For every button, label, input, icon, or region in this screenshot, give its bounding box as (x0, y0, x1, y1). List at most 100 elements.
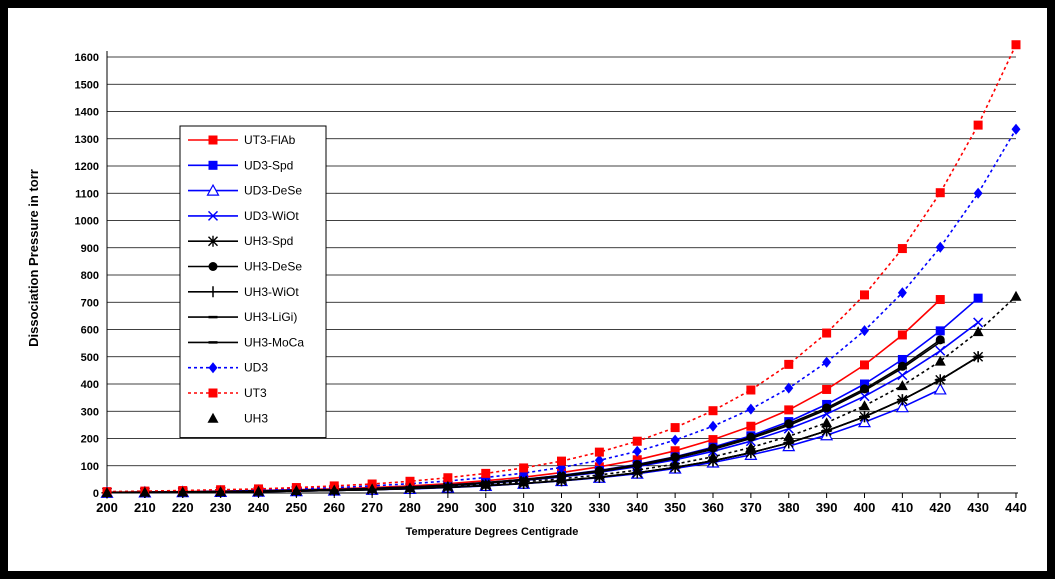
data-point (290, 485, 302, 496)
data-point (1011, 123, 1021, 135)
y-tick-label: 1300 (75, 134, 99, 146)
x-tick-label: 320 (551, 500, 573, 515)
x-tick-label: 230 (210, 500, 232, 515)
legend-label: UD3-DeSe (244, 184, 302, 198)
data-point (934, 355, 946, 366)
data-point (405, 476, 415, 486)
data-point (101, 486, 113, 497)
data-point (933, 382, 947, 395)
data-point (821, 417, 833, 428)
data-point (404, 482, 416, 493)
x-tick-label: 310 (513, 500, 535, 515)
x-tick-label: 420 (929, 500, 951, 515)
data-point (746, 403, 756, 415)
legend: UT3-FlAb UD3-Spd UD3-DeSe UD3-WiOt UH3-Spd UH… (179, 125, 327, 439)
x-tick-label: 220 (172, 500, 194, 515)
x-tick-label: 400 (854, 500, 876, 515)
legend-entry: UD3-WiOt (188, 209, 299, 223)
data-point (784, 359, 794, 369)
data-point (973, 120, 983, 130)
data-point (935, 326, 945, 336)
legend-marker (208, 388, 218, 398)
data-point (670, 434, 680, 446)
legend-label: UH3-MoCa (244, 335, 304, 349)
data-point (707, 451, 719, 462)
data-point (1010, 290, 1022, 301)
data-point (972, 326, 984, 337)
data-point (594, 447, 604, 457)
x-tick-label: 340 (626, 500, 648, 515)
data-point (860, 325, 869, 337)
data-point (746, 421, 756, 431)
legend-label: UT3-FlAb (244, 133, 296, 147)
data-point (366, 483, 378, 494)
data-point (519, 463, 529, 473)
data-point (897, 330, 907, 340)
data-point (481, 468, 491, 478)
y-tick-label: 400 (81, 379, 99, 391)
data-point (328, 484, 340, 495)
x-tick-label: 350 (664, 500, 686, 515)
legend-marker (207, 210, 219, 221)
y-tick-label: 600 (81, 325, 99, 337)
y-axis-label: Dissociation Pressure in torr (26, 169, 41, 347)
data-point (897, 244, 907, 254)
data-point (594, 454, 604, 466)
data-point (897, 354, 907, 364)
data-point (631, 464, 643, 475)
data-point (822, 384, 832, 394)
x-tick-label: 300 (475, 500, 497, 515)
x-tick-label: 440 (1005, 500, 1027, 515)
plot-area (100, 40, 1022, 499)
data-point (860, 379, 869, 389)
y-tick-label: 1200 (75, 161, 99, 173)
x-tick-label: 430 (967, 500, 989, 515)
y-tick-label: 700 (81, 297, 99, 309)
x-tick-label: 270 (361, 500, 383, 515)
legend-label: UD3-WiOt (244, 209, 299, 223)
x-tick-label: 330 (589, 500, 611, 515)
data-point (139, 486, 151, 497)
legend-marker (208, 235, 218, 247)
y-tick-label: 1600 (75, 52, 99, 64)
data-point (253, 485, 264, 496)
legend-label: UH3-WiOt (244, 285, 299, 299)
data-point (557, 456, 566, 466)
data-point (859, 400, 870, 411)
dissociation-pressure-chart: 0 100 200 300 400 500 600 700 800 900 1000 1100 1200… (26, 40, 1027, 538)
data-point (1011, 40, 1021, 50)
data-point (670, 423, 680, 433)
data-point (860, 360, 869, 370)
data-point (784, 405, 794, 415)
data-point (215, 486, 227, 497)
legend-marker (208, 362, 218, 374)
data-point (632, 455, 642, 465)
y-tick-label: 100 (81, 461, 99, 473)
data-point (480, 478, 492, 489)
data-point (973, 293, 983, 303)
data-point (632, 436, 642, 446)
x-tick-label: 210 (134, 500, 156, 515)
data-point (822, 328, 832, 338)
legend-entry: UD3 (188, 361, 268, 375)
legend-entry: UD3-Spd (188, 158, 293, 172)
legend-entry: UH3-LiGi) (188, 310, 297, 324)
data-point (443, 473, 453, 483)
legend-marker (208, 160, 218, 170)
legend-marker (207, 286, 219, 298)
series-11 (101, 290, 1022, 497)
y-tick-label: 1000 (75, 216, 99, 228)
data-point (973, 317, 984, 328)
data-point (859, 391, 870, 402)
data-point (935, 188, 945, 198)
x-tick-label: 280 (399, 500, 421, 515)
x-tick-label: 390 (816, 500, 838, 515)
data-point (860, 290, 869, 300)
legend-entry: UD3-DeSe (188, 184, 302, 198)
y-tick-label: 900 (81, 243, 99, 255)
data-point (708, 435, 718, 445)
data-point (745, 441, 757, 452)
x-tick-label: 370 (740, 500, 762, 515)
data-point (518, 476, 530, 487)
x-tick-label: 360 (702, 500, 724, 515)
